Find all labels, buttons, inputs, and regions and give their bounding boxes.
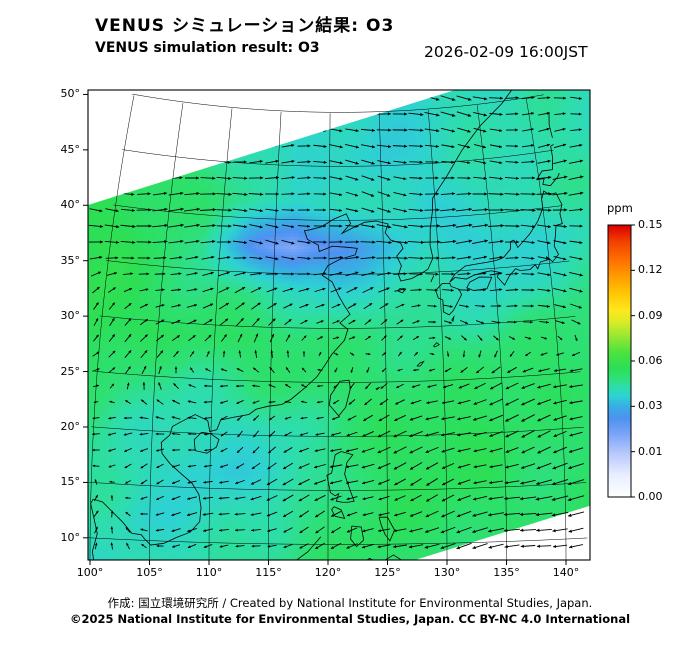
lat-tick-label: 50° <box>60 87 81 101</box>
lat-tick-label: 35° <box>60 253 81 267</box>
lat-tick-label: 40° <box>60 198 81 212</box>
colorbar-tick-label: 0.06 <box>638 354 663 367</box>
lon-tick-label: 125° <box>374 566 401 579</box>
lat-tick-label: 25° <box>60 364 81 378</box>
timestamp: 2026-02-09 16:00JST <box>424 43 588 61</box>
lon-tick-label: 120° <box>314 566 342 579</box>
lon-tick-label: 105° <box>136 566 163 579</box>
credit-line: 作成: 国立環境研究所 / Created by National Instit… <box>107 596 593 610</box>
lon-tick-label: 100° <box>76 566 104 579</box>
lon-tick-label: 140° <box>552 566 580 579</box>
colorbar-tick-label: 0.12 <box>638 263 663 277</box>
colorbar-tick-label: 0.03 <box>638 399 663 413</box>
lat-tick-label: 45° <box>60 142 81 156</box>
lat-tick-label: 15° <box>60 475 81 489</box>
title-japanese: VENUS シミュレーション結果: O3 <box>95 16 395 36</box>
lon-tick-label: 115° <box>255 566 282 579</box>
lat-tick-label: 30° <box>60 309 81 323</box>
colorbar-unit-label: ppm <box>607 201 633 215</box>
colorbar-tick-label: 0.00 <box>638 490 663 503</box>
title-english: VENUS simulation result: O3 <box>95 40 320 56</box>
colorbar-tick-label: 0.15 <box>638 218 663 231</box>
lon-tick-label: 110° <box>195 566 223 579</box>
lat-tick-label: 10° <box>60 530 81 544</box>
license-line: ©2025 National Institute for Environment… <box>69 612 631 626</box>
colorbar-tick-label: 0.09 <box>638 308 663 322</box>
lat-tick-label: 20° <box>60 419 81 433</box>
lon-tick-label: 130° <box>433 566 461 579</box>
lon-tick-label: 135° <box>493 566 520 579</box>
colorbar-tick-label: 0.01 <box>638 444 663 458</box>
